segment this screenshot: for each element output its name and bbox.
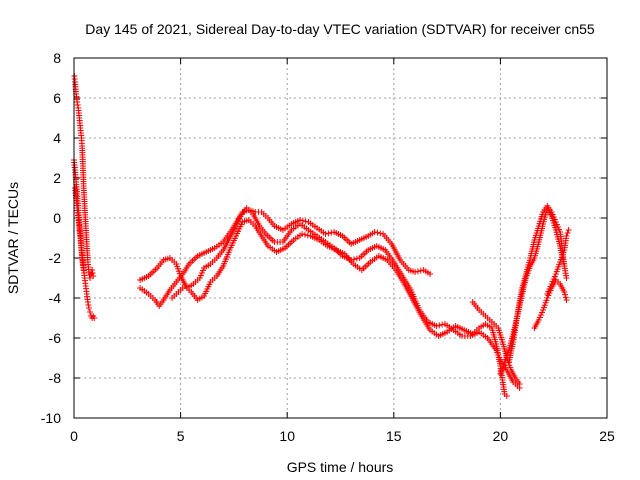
y-tick-label: -2 <box>49 250 62 266</box>
data-series <box>72 185 87 273</box>
y-tick-label: -10 <box>41 410 61 426</box>
y-tick-label: -6 <box>49 330 62 346</box>
x-tick-label: 25 <box>599 428 615 444</box>
y-tick-label: -4 <box>49 290 62 306</box>
chart-title: Day 145 of 2021, Sidereal Day-to-day VTE… <box>85 21 595 37</box>
x-tick-label: 10 <box>279 428 295 444</box>
y-tick-label: 2 <box>53 170 61 186</box>
data-point-markers <box>544 227 572 297</box>
data-point-markers <box>169 217 510 399</box>
x-tick-label: 15 <box>386 428 402 444</box>
grid <box>74 58 607 418</box>
y-tick-label: -8 <box>49 370 62 386</box>
y-tick-label: 0 <box>53 210 61 226</box>
x-axis-label: GPS time / hours <box>287 459 394 475</box>
y-tick-label: 4 <box>53 130 61 146</box>
x-tick-label: 5 <box>177 428 185 444</box>
data-point-markers <box>72 185 87 273</box>
plot-frame <box>73 57 608 419</box>
x-tick-label: 0 <box>70 428 78 444</box>
data-series <box>169 217 510 399</box>
y-tick-label: 6 <box>53 90 61 106</box>
x-tick-label: 20 <box>493 428 509 444</box>
data-series <box>544 227 572 297</box>
plot-area <box>71 73 572 399</box>
y-axis-label: SDTVAR / TECUs <box>5 182 21 294</box>
data-series <box>505 203 568 365</box>
data-point-markers <box>505 203 568 365</box>
y-tick-label: 8 <box>53 50 61 66</box>
